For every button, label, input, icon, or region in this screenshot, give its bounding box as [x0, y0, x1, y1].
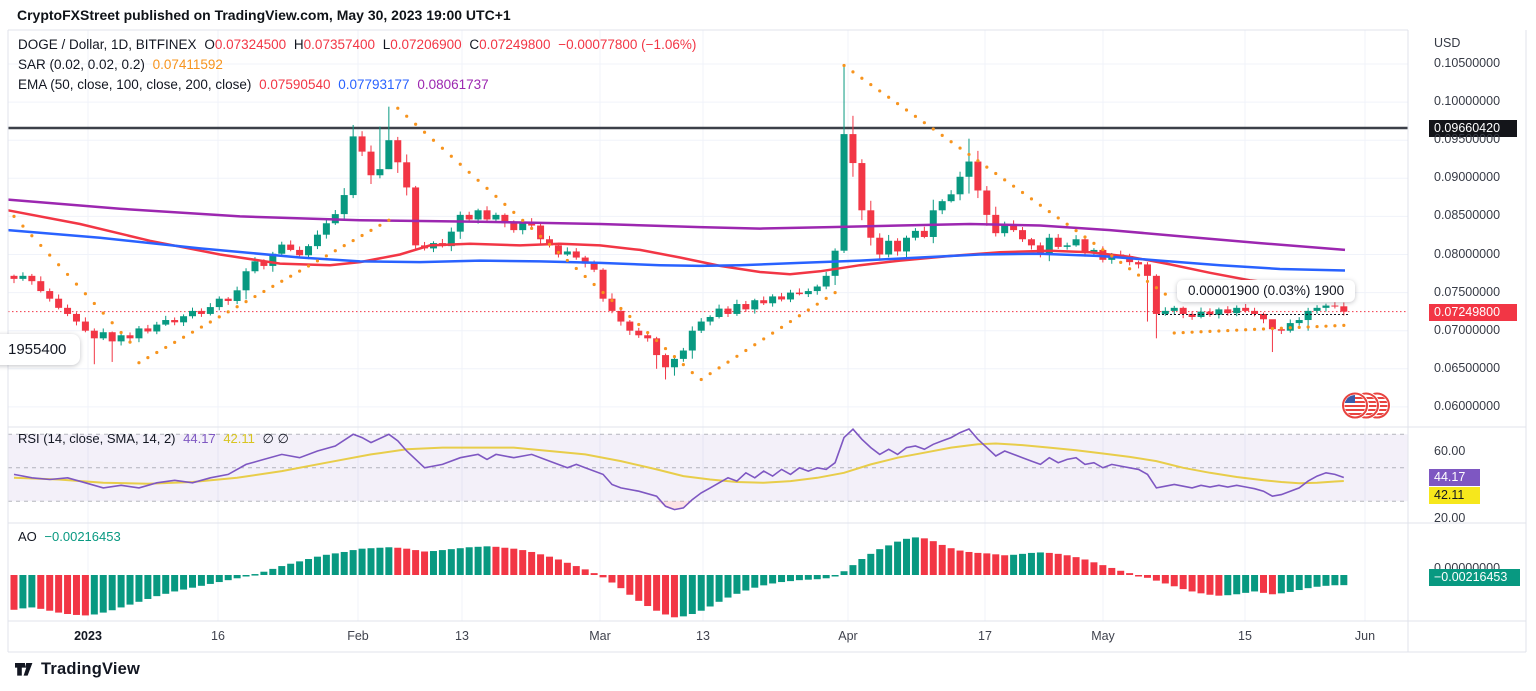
time-tick-label: 16 — [211, 629, 225, 643]
rsi-value-badge: 44.17 — [1429, 469, 1480, 486]
ema200-value: 0.08061737 — [417, 77, 489, 92]
axis-currency-label: USD — [1434, 36, 1461, 50]
time-tick-label: May — [1091, 629, 1115, 643]
ema200-line[interactable] — [7, 198, 1346, 252]
time-tick-label: Mar — [589, 629, 611, 643]
sar-label: SAR (0.02, 0.02, 0.2) — [18, 57, 145, 72]
rsi-tick-60: 60.00 — [1434, 444, 1466, 458]
time-tick-label: Apr — [838, 629, 858, 643]
time-tick-label: 2023 — [74, 629, 102, 643]
black-level-price-badge: 0.09660420 — [1429, 120, 1517, 137]
rsi-extra-values: ∅ ∅ — [262, 431, 289, 446]
time-tick-label: Feb — [347, 629, 369, 643]
price-tick-label: 0.06000000 — [1434, 398, 1501, 413]
symbol-title: DOGE / Dollar, 1D, BITFINEX — [18, 37, 197, 52]
rsi-ma-value: 42.11 — [223, 431, 255, 446]
price-tick-label: 0.06500000 — [1434, 360, 1501, 375]
legend-ema-row[interactable]: EMA (50, close, 100, close, 200, close) … — [18, 77, 493, 92]
ema50-value: 0.07590540 — [259, 77, 331, 92]
attribution: CryptoFXStreet published on TradingView.… — [17, 7, 511, 23]
candlestick-series[interactable] — [10, 64, 1348, 380]
price-tick-label: 0.09500000 — [1434, 132, 1501, 147]
legend-sar-row[interactable]: SAR (0.02, 0.02, 0.2) 0.07411592 — [18, 57, 227, 72]
measure-tooltip: 0.00001900 (0.03%) 1900 — [1177, 280, 1356, 302]
ao-value-badge: −0.00216453 — [1429, 569, 1520, 586]
ema50-line[interactable] — [7, 209, 1346, 288]
sar-value: 0.07411592 — [152, 57, 223, 72]
tradingview-logo-icon — [15, 663, 33, 676]
flag-circle-1 — [1341, 391, 1369, 420]
price-tick-label: 0.07500000 — [1434, 284, 1501, 299]
left-price-label: 1955400 — [0, 334, 81, 365]
rsi-ma-line[interactable] — [13, 442, 1344, 485]
low-value: 0.07206900 — [390, 37, 462, 52]
ao-label: AO — [18, 529, 37, 544]
close-label: C — [469, 37, 480, 52]
legend-rsi-row[interactable]: RSI (14, close, SMA, 14, 2) 44.17 42.11 … — [18, 431, 293, 447]
current-price-badge: 0.07249800 — [1429, 304, 1517, 321]
time-tick-label: 13 — [696, 629, 710, 643]
rsi-ma-value-badge: 42.11 — [1429, 487, 1480, 504]
close-value: 0.07249800 — [479, 37, 551, 52]
high-label: H — [293, 37, 304, 52]
ao-value: −0.00216453 — [44, 529, 121, 544]
rsi-label: RSI (14, close, SMA, 14, 2) — [18, 431, 176, 446]
price-tick-label: 0.08500000 — [1434, 208, 1501, 223]
price-tick-label: 0.09000000 — [1434, 170, 1501, 185]
open-label: O — [204, 37, 215, 52]
time-tick-label: 15 — [1238, 629, 1252, 643]
ema100-line[interactable] — [7, 228, 1346, 272]
legend-symbol-row[interactable]: DOGE / Dollar, 1D, BITFINEX O0.07324500 … — [18, 37, 700, 52]
legend-ao-row[interactable]: AO −0.00216453 — [18, 529, 125, 544]
rsi-value: 44.17 — [183, 431, 216, 446]
price-tick-label: 0.08000000 — [1434, 246, 1501, 261]
tradingview-brand-text: TradingView — [41, 660, 141, 678]
price-tick-label: 0.10500000 — [1434, 56, 1501, 70]
awesome-oscillator-bars[interactable] — [10, 537, 1348, 618]
open-value: 0.07324500 — [214, 37, 287, 52]
ema100-value: 0.07793177 — [338, 77, 410, 92]
parabolic-sar-dots[interactable] — [12, 63, 1346, 382]
price-tick-label: 0.10000000 — [1434, 94, 1501, 109]
high-value: 0.07357400 — [303, 37, 375, 52]
tradingview-brand-link[interactable]: TradingView — [14, 659, 140, 680]
rsi-tick-20: 20.00 — [1434, 511, 1466, 525]
us-flag-events-icon[interactable] — [1340, 391, 1392, 427]
time-tick-label: Jun — [1354, 629, 1376, 643]
time-tick-label: 13 — [455, 629, 469, 643]
time-tick-label: 17 — [978, 629, 992, 643]
low-label: L — [382, 37, 391, 52]
price-tick-label: 0.07000000 — [1434, 322, 1501, 337]
change-value: −0.00077800 (−1.06%) — [558, 37, 697, 52]
ema-label: EMA (50, close, 100, close, 200, close) — [18, 77, 252, 92]
rsi-line[interactable] — [13, 428, 1345, 511]
